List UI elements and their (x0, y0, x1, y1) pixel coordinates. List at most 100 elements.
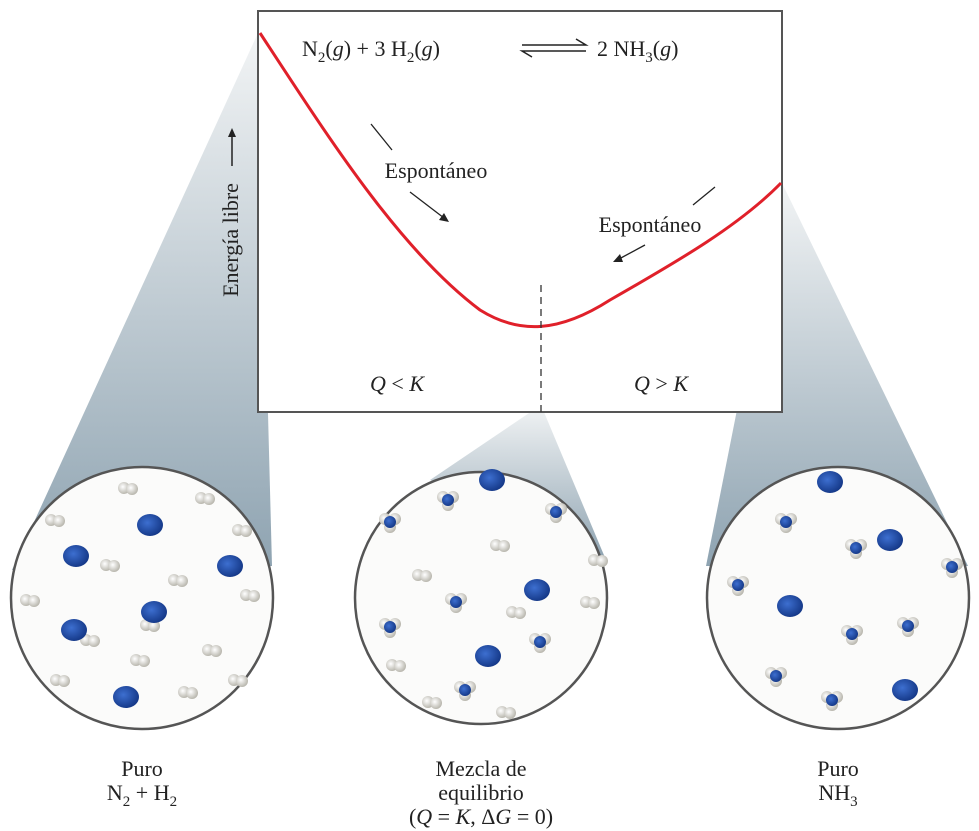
text-part: g (333, 36, 344, 61)
molecule (217, 555, 243, 577)
shape (353, 470, 609, 726)
molecule (50, 674, 70, 687)
caption: Mezcla de (436, 756, 527, 781)
text-part: = 0) (511, 804, 553, 829)
molecule (817, 471, 843, 493)
molecule (524, 579, 550, 601)
equation-reactants: N2(g) + 3 H2(g) (302, 36, 440, 66)
text-part: N (302, 36, 318, 61)
text-part: = (432, 804, 455, 829)
text-part: , Δ (470, 804, 495, 829)
text-part: Q (370, 371, 386, 396)
annotation: Espontáneo (599, 212, 702, 237)
shape (522, 38, 589, 46)
molecule (490, 539, 510, 552)
text-part: 2 (318, 50, 326, 66)
molecule (580, 596, 600, 609)
molecule (892, 679, 918, 701)
text-part: ( (409, 804, 416, 829)
text-part: g (660, 36, 671, 61)
shape (519, 50, 586, 58)
shape (409, 191, 445, 219)
molecule (422, 696, 442, 709)
text-part: 2 (123, 794, 131, 810)
text-part: ) + 3 H (344, 36, 407, 61)
annotation-line (370, 123, 393, 151)
molecule (113, 686, 139, 708)
text-part: ( (653, 36, 660, 61)
axis-label: Energía libre (218, 183, 243, 297)
molecule (178, 686, 198, 699)
region-label: Q > K (634, 371, 689, 396)
text-part: K (408, 371, 425, 396)
shape (613, 254, 623, 262)
molecule (137, 514, 163, 536)
plot-frame (257, 10, 783, 413)
molecule-view (705, 465, 971, 731)
text-part: ) (671, 36, 678, 61)
text-part: Q (416, 804, 432, 829)
zoom-cone (12, 33, 272, 570)
annotation-arrow (409, 191, 449, 222)
molecule (100, 559, 120, 572)
text-part: 3 (645, 50, 653, 66)
molecule (141, 601, 167, 623)
text-part: 2 (407, 50, 415, 66)
molecule (228, 674, 248, 687)
annotation-arrow (613, 244, 646, 262)
molecule (232, 524, 252, 537)
text-part: K (455, 804, 472, 829)
molecule (45, 514, 65, 527)
caption: N2 + H2 (107, 780, 177, 810)
shape (618, 244, 646, 260)
caption: NH3 (818, 780, 857, 810)
text-part: N (107, 780, 123, 805)
molecule (386, 659, 406, 672)
free-energy-curve (258, 32, 783, 329)
annotation-line (692, 186, 716, 206)
text-part: NH (818, 780, 850, 805)
molecule (479, 469, 505, 491)
caption: (Q = K, ΔG = 0) (409, 804, 553, 829)
molecule (168, 574, 188, 587)
molecule (195, 492, 215, 505)
molecule (412, 569, 432, 582)
axis-arrow (228, 128, 236, 166)
annotation: Espontáneo (385, 158, 488, 183)
text-part: > (650, 371, 673, 396)
molecule (118, 482, 138, 495)
molecule (20, 594, 40, 607)
text-part: Q (634, 371, 650, 396)
molecule (240, 589, 260, 602)
molecule (475, 645, 501, 667)
molecule (63, 545, 89, 567)
shape (9, 465, 275, 731)
molecule-view (9, 465, 275, 731)
text-part: G (495, 804, 511, 829)
molecule (877, 529, 903, 551)
equation-products: 2 NH3(g) (597, 36, 678, 66)
text-part: 2 NH (597, 36, 645, 61)
shape (439, 213, 449, 222)
molecule-view (353, 469, 609, 726)
caption: Puro (817, 756, 859, 781)
caption: Puro (121, 756, 163, 781)
text-part: ) (433, 36, 440, 61)
text-part: 2 (170, 794, 178, 810)
caption: equilibrio (438, 780, 524, 805)
molecule (130, 654, 150, 667)
region-label: Q < K (370, 371, 425, 396)
equilibrium-arrows (519, 38, 589, 58)
text-part: ( (414, 36, 421, 61)
molecule (202, 644, 222, 657)
molecule (588, 554, 608, 567)
shape (705, 465, 971, 731)
molecule (777, 595, 803, 617)
text-part: g (422, 36, 433, 61)
text-part: 3 (850, 794, 858, 810)
shape (228, 128, 236, 137)
text-part: ( (325, 36, 332, 61)
text-part: K (672, 371, 689, 396)
molecule (506, 606, 526, 619)
